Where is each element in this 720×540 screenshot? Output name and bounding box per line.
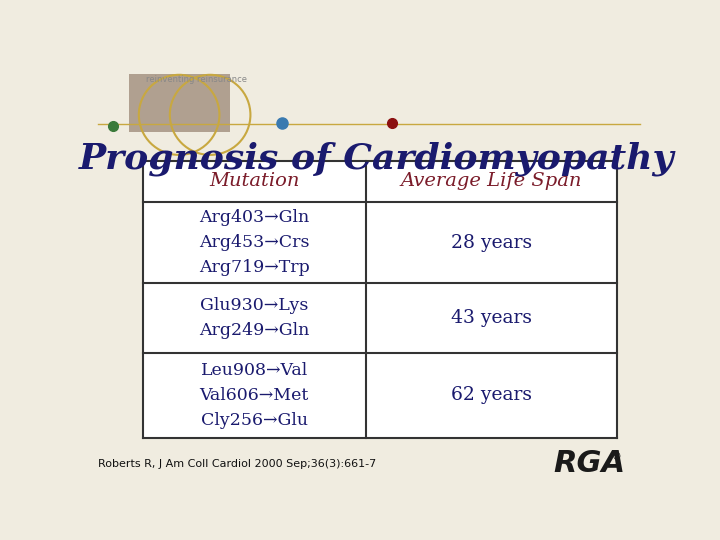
Text: Prognosis of Cardiomyopathy: Prognosis of Cardiomyopathy xyxy=(79,142,675,176)
Text: 62 years: 62 years xyxy=(451,387,532,404)
Text: RGA: RGA xyxy=(554,449,626,478)
Text: Average Life Span: Average Life Span xyxy=(400,172,582,191)
Text: Leu908→Val
Val606→Met
Cly256→Glu: Leu908→Val Val606→Met Cly256→Glu xyxy=(199,362,309,429)
Text: Mutation: Mutation xyxy=(209,172,300,191)
Text: reinventing reinsurance: reinventing reinsurance xyxy=(145,75,247,84)
FancyBboxPatch shape xyxy=(143,161,617,438)
Text: Arg403→Gln
Arg453→Crs
Arg719→Trp: Arg403→Gln Arg453→Crs Arg719→Trp xyxy=(199,210,310,276)
Text: Roberts R, J Am Coll Cardiol 2000 Sep;36(3):661-7: Roberts R, J Am Coll Cardiol 2000 Sep;36… xyxy=(98,458,376,469)
Text: 28 years: 28 years xyxy=(451,234,532,252)
Text: Glu930→Lys
Arg249→Gln: Glu930→Lys Arg249→Gln xyxy=(199,297,310,339)
Text: ®: ® xyxy=(611,453,621,462)
Text: 43 years: 43 years xyxy=(451,309,532,327)
FancyBboxPatch shape xyxy=(129,74,230,132)
